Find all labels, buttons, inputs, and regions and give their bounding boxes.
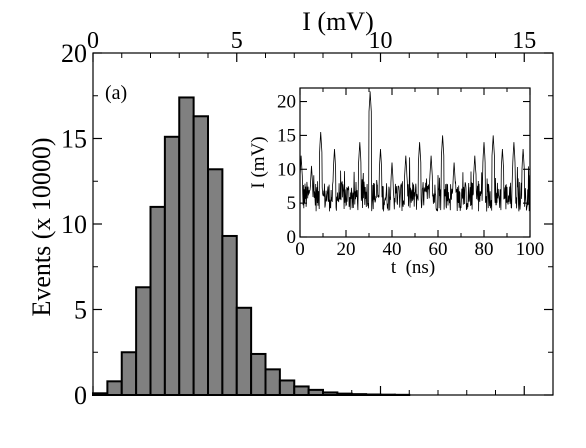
histogram-bar [120, 351, 138, 396]
main-y-tick-label: 0 [74, 381, 87, 410]
histogram-bar [106, 380, 123, 397]
inset-y-tick-label: 15 [277, 125, 296, 146]
histogram-bar [192, 115, 209, 397]
histogram-bar [250, 352, 267, 396]
histogram-bar [178, 96, 195, 397]
inset-x-axis: 0 20 40 60 80 100 [295, 88, 544, 260]
main-x-tick-label: 15 [512, 28, 536, 54]
main-x-tick-label: 5 [231, 28, 243, 54]
main-y-tick-label: 5 [74, 296, 87, 325]
inset-y-axis-label: I (mV) [248, 136, 269, 188]
inset-x-tick-label: 60 [429, 239, 448, 260]
main-y-tick-label: 15 [61, 125, 87, 154]
inset-x-tick-label: 100 [516, 239, 545, 260]
histogram-bars [92, 96, 411, 397]
main-x-tick-label: 0 [87, 28, 99, 54]
histogram-bar [135, 286, 152, 396]
histogram-bar [293, 385, 310, 397]
inset-y-tick-label: 20 [277, 92, 296, 113]
inset-x-tick-label: 80 [475, 239, 494, 260]
histogram-bar [278, 379, 296, 396]
main-x-axis-label: I (mV) [302, 7, 373, 36]
histogram-bar [235, 306, 253, 397]
inset-signal-line [299, 91, 531, 212]
histogram-bar [149, 205, 166, 396]
inset-x-tick-label: 40 [383, 239, 402, 260]
inset-x-tick-label: 20 [337, 239, 356, 260]
inset-y-tick-label: 10 [277, 159, 296, 180]
main-y-axis: 0 5 10 15 20 [61, 39, 553, 410]
inset-x-axis-label: t (ns) [391, 257, 435, 278]
inset-y-tick-label: 0 [287, 227, 297, 248]
main-y-tick-label: 20 [61, 39, 87, 68]
main-x-axis: 0 5 10 15 [87, 28, 536, 395]
histogram-bar [163, 135, 181, 396]
histogram-bar [221, 234, 238, 396]
inset-time-series-plot: 0 20 40 60 80 100 0 5 10 15 20 t (ns) I (mV) [248, 87, 544, 278]
main-y-axis-label: Events (x 10000) [27, 137, 56, 316]
histogram-bar [264, 368, 281, 397]
panel-label: (a) [105, 82, 127, 104]
inset-y-axis: 0 5 10 15 20 [277, 92, 530, 248]
inset-y-tick-label: 5 [287, 193, 297, 214]
inset-background [300, 88, 530, 237]
main-x-tick-label: 10 [369, 28, 393, 54]
main-y-tick-label: 10 [61, 210, 87, 239]
histogram-bar [207, 168, 224, 396]
histogram-bar [307, 388, 324, 396]
inset-x-tick-label: 0 [295, 239, 305, 260]
